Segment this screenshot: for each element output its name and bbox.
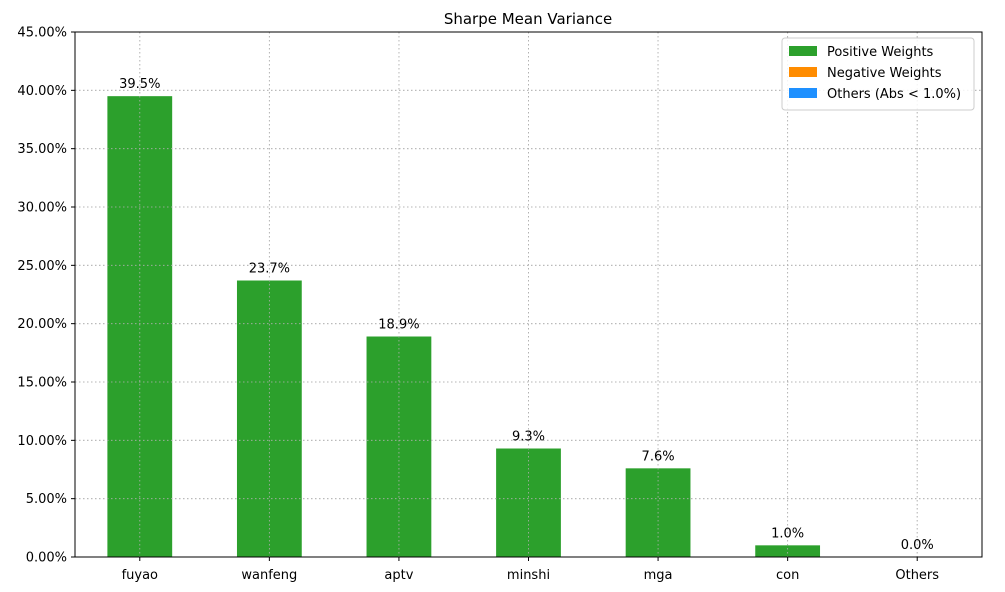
bar-wanfeng: [236, 280, 302, 557]
bar-minshi: [496, 448, 561, 557]
x-tick-label: aptv: [384, 568, 413, 583]
bar-value-label: 1.0%: [771, 526, 804, 541]
y-tick-label: 20.00%: [17, 317, 67, 332]
legend-label: Negative Weights: [827, 66, 942, 81]
y-tick-label: 10.00%: [17, 434, 67, 449]
x-tick-label: minshi: [507, 568, 550, 583]
y-tick-label: 40.00%: [17, 84, 67, 99]
y-tick-label: 30.00%: [17, 201, 67, 216]
x-tick-label: mga: [644, 568, 673, 583]
x-tick-label: Others: [895, 568, 939, 583]
legend-swatch: [789, 46, 817, 56]
bar-value-label: 23.7%: [249, 262, 290, 277]
legend-swatch: [789, 67, 817, 77]
y-tick-label: 45.00%: [17, 26, 67, 41]
bar-value-label: 18.9%: [378, 318, 419, 333]
bar-con: [755, 545, 821, 557]
y-tick-label: 35.00%: [17, 142, 67, 157]
bar-value-labels: 39.5% 23.7% 18.9% 9.3% 7.6% 1.0% 0.0%: [119, 77, 934, 553]
bar-value-label: 39.5%: [119, 77, 160, 92]
y-tick-label: 15.00%: [17, 376, 67, 391]
bar-value-label: 9.3%: [512, 430, 545, 445]
bar-aptv: [366, 336, 432, 557]
bar-value-label: 7.6%: [642, 449, 675, 464]
legend-label: Others (Abs < 1.0%): [827, 87, 961, 102]
x-tick-label: fuyao: [122, 568, 158, 583]
axes: 0.00% 5.00% 10.00% 15.00% 20.00% 25.00% 30.00%…: [17, 26, 983, 583]
legend-box: [781, 37, 975, 111]
legend-swatch: [789, 88, 817, 98]
x-tick-label: wanfeng: [241, 568, 297, 583]
x-tick-label: con: [776, 568, 799, 583]
bars: [107, 96, 821, 558]
y-tick-label: 5.00%: [26, 492, 67, 507]
legend: Positive Weights Negative Weights Others (…: [781, 37, 975, 111]
legend-label: Positive Weights: [827, 45, 934, 60]
chart-title: Sharpe Mean Variance: [444, 10, 612, 28]
bar-value-label: 0.0%: [901, 538, 934, 553]
y-tick-label: 25.00%: [17, 259, 67, 274]
y-tick-label: 0.00%: [26, 551, 67, 566]
